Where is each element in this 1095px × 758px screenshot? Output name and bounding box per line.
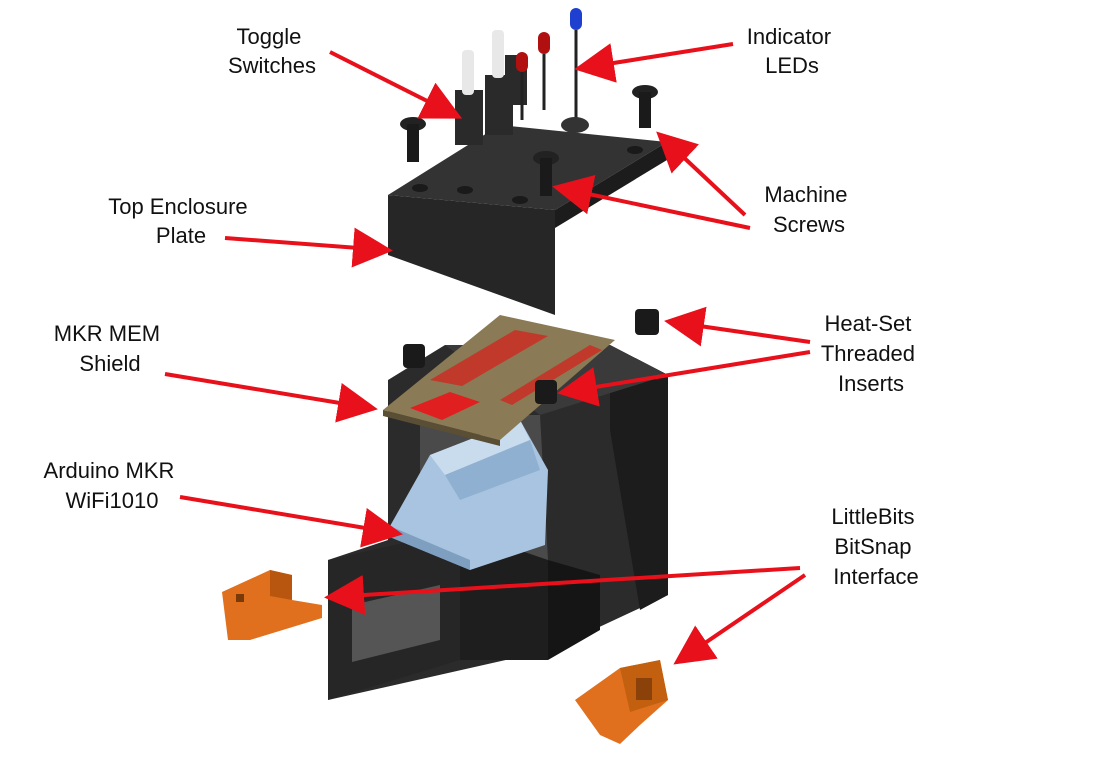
arrow-machine-screws-upper — [656, 131, 747, 217]
label-toggle-switches: Toggle Switches — [228, 24, 316, 78]
arrow-heat-set-lower — [557, 350, 811, 407]
label-heat-set-inserts: Heat-Set Threaded Inserts — [821, 311, 921, 396]
label-arduino-mkr: Arduino MKR WiFi1010 — [44, 458, 181, 513]
arrow-top-enclosure-plate — [224, 227, 393, 268]
arrow-littlebits-left — [324, 566, 801, 615]
arrow-toggle-switches — [329, 50, 463, 119]
label-machine-screws: Machine Screws — [764, 182, 853, 237]
callout-arrows — [164, 42, 811, 665]
indicator-leds — [516, 8, 582, 120]
arrow-heat-set-upper — [664, 306, 811, 347]
label-littlebits: LittleBits BitSnap Interface — [831, 504, 920, 589]
arrow-machine-screws-lower — [552, 175, 751, 230]
label-mkr-mem-shield: MKR MEM Shield — [54, 321, 166, 376]
arrow-littlebits-right — [673, 573, 807, 665]
arrow-mkr-mem-shield — [164, 372, 378, 423]
machine-screws — [400, 85, 658, 196]
mkr-mem-shield-pcb — [383, 315, 615, 446]
littlebits-bitsnap-right — [575, 660, 668, 744]
heat-set-inserts — [403, 309, 659, 404]
arduino-mkr-board — [385, 420, 548, 570]
arrow-indicator-leds — [574, 42, 734, 83]
label-top-enclosure-plate: Top Enclosure Plate — [108, 194, 254, 248]
littlebits-bitsnap-left — [222, 570, 322, 640]
label-indicator-leds: Indicator LEDs — [747, 24, 838, 78]
top-enclosure-plate — [388, 125, 667, 315]
arrow-arduino-mkr — [179, 495, 403, 548]
